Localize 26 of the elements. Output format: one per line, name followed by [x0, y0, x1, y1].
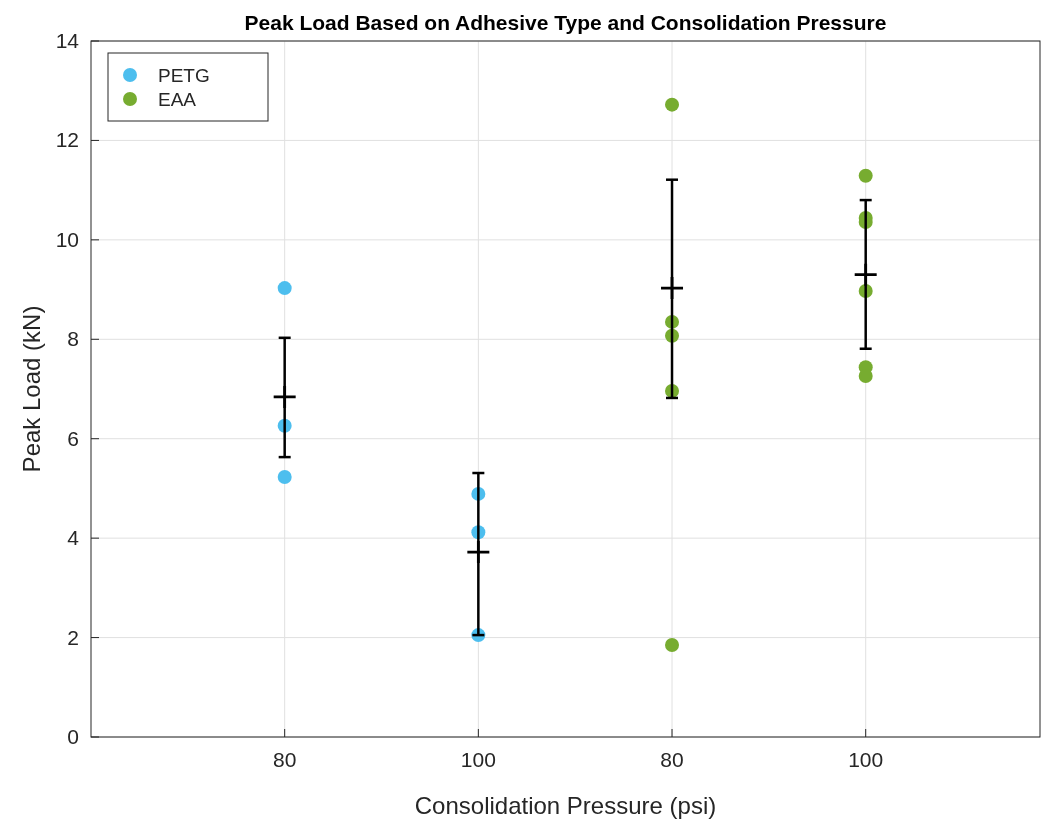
y-tick-label: 2 — [67, 625, 79, 649]
y-tick-label: 8 — [67, 327, 79, 351]
y-tick-label: 10 — [55, 227, 79, 251]
x-tick-label: 100 — [848, 748, 884, 771]
point — [277, 469, 292, 484]
x-tick-label: 100 — [460, 748, 496, 771]
point — [858, 168, 873, 183]
point — [467, 541, 490, 564]
x-tick-label: 80 — [272, 748, 297, 771]
chart-title: Peak Load Based on Adhesive Type and Consolidation Pressure — [244, 11, 887, 34]
point — [665, 97, 680, 112]
y-tick-label: 0 — [67, 725, 79, 748]
legend-label: EAA — [158, 89, 197, 110]
point — [858, 369, 873, 384]
point — [665, 638, 680, 653]
y-tick-label: 14 — [55, 29, 80, 52]
y-tick-label: 12 — [55, 128, 79, 152]
point — [277, 281, 292, 296]
y-tick-label: 6 — [67, 426, 79, 450]
y-axis-title: Peak Load (kN) — [18, 305, 45, 473]
legend-label: PETG — [158, 65, 210, 86]
x-tick-label: 80 — [660, 748, 684, 771]
point — [854, 263, 877, 286]
point — [273, 385, 296, 408]
y-tick-label: 4 — [67, 526, 80, 550]
x-axis-title: Consolidation Pressure (psi) — [414, 792, 717, 819]
